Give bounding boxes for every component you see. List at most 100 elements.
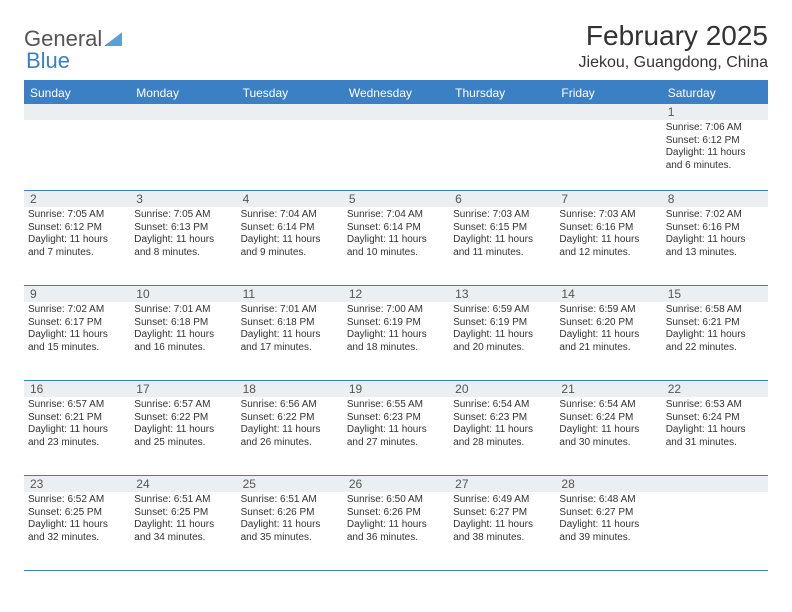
week-row: Sunrise: 7:02 AMSunset: 6:17 PMDaylight:… (24, 302, 768, 381)
day-cell: Sunrise: 7:01 AMSunset: 6:18 PMDaylight:… (237, 302, 343, 380)
month-title: February 2025 (579, 20, 768, 52)
day-sr: Sunrise: 7:05 AM (28, 209, 126, 222)
day-cell: Sunrise: 7:06 AMSunset: 6:12 PMDaylight:… (662, 120, 768, 190)
day-ss: Sunset: 6:25 PM (28, 507, 126, 520)
day-cell: Sunrise: 7:01 AMSunset: 6:18 PMDaylight:… (130, 302, 236, 380)
day-ss: Sunset: 6:23 PM (453, 412, 551, 425)
day-ss: Sunset: 6:13 PM (134, 222, 232, 235)
dayname-wed: Wednesday (343, 82, 449, 104)
day-dl1: Daylight: 11 hours (28, 424, 126, 437)
week-row: Sunrise: 7:06 AMSunset: 6:12 PMDaylight:… (24, 120, 768, 191)
day-ss: Sunset: 6:19 PM (347, 317, 445, 330)
day-sr: Sunrise: 6:57 AM (28, 399, 126, 412)
day-dl1: Daylight: 11 hours (347, 519, 445, 532)
day-ss: Sunset: 6:18 PM (134, 317, 232, 330)
day-cell (449, 120, 555, 190)
day-ss: Sunset: 6:21 PM (666, 317, 764, 330)
day-number: 24 (130, 476, 236, 492)
day-cell: Sunrise: 7:05 AMSunset: 6:12 PMDaylight:… (24, 207, 130, 285)
day-number: 4 (237, 191, 343, 207)
day-sr: Sunrise: 6:48 AM (559, 494, 657, 507)
day-dl1: Daylight: 11 hours (28, 234, 126, 247)
calendar-page: General February 2025 Jiekou, Guangdong,… (0, 0, 792, 591)
day-ss: Sunset: 6:14 PM (347, 222, 445, 235)
day-cell: Sunrise: 7:00 AMSunset: 6:19 PMDaylight:… (343, 302, 449, 380)
day-dl1: Daylight: 11 hours (453, 234, 551, 247)
weeks-container: 1Sunrise: 7:06 AMSunset: 6:12 PMDaylight… (24, 104, 768, 571)
week-row: Sunrise: 6:57 AMSunset: 6:21 PMDaylight:… (24, 397, 768, 476)
day-ss: Sunset: 6:26 PM (241, 507, 339, 520)
day-names-row: Sunday Monday Tuesday Wednesday Thursday… (24, 82, 768, 104)
day-number (24, 104, 130, 120)
daynum-row: 16171819202122 (24, 381, 768, 397)
day-dl1: Daylight: 11 hours (134, 424, 232, 437)
day-number: 10 (130, 286, 236, 302)
day-number (449, 104, 555, 120)
day-ss: Sunset: 6:21 PM (28, 412, 126, 425)
day-dl2: and 23 minutes. (28, 437, 126, 450)
day-sr: Sunrise: 6:57 AM (134, 399, 232, 412)
day-cell: Sunrise: 6:57 AMSunset: 6:21 PMDaylight:… (24, 397, 130, 475)
day-cell: Sunrise: 6:55 AMSunset: 6:23 PMDaylight:… (343, 397, 449, 475)
day-cell (662, 492, 768, 570)
day-cell: Sunrise: 7:04 AMSunset: 6:14 PMDaylight:… (343, 207, 449, 285)
day-dl2: and 38 minutes. (453, 532, 551, 545)
day-number: 1 (662, 104, 768, 120)
day-cell: Sunrise: 6:54 AMSunset: 6:23 PMDaylight:… (449, 397, 555, 475)
day-dl2: and 35 minutes. (241, 532, 339, 545)
day-ss: Sunset: 6:17 PM (28, 317, 126, 330)
dayname-thu: Thursday (449, 82, 555, 104)
day-dl2: and 22 minutes. (666, 342, 764, 355)
day-number (130, 104, 236, 120)
day-sr: Sunrise: 7:02 AM (666, 209, 764, 222)
day-ss: Sunset: 6:19 PM (453, 317, 551, 330)
day-number: 19 (343, 381, 449, 397)
day-cell: Sunrise: 6:54 AMSunset: 6:24 PMDaylight:… (555, 397, 661, 475)
day-dl2: and 7 minutes. (28, 247, 126, 260)
day-dl1: Daylight: 11 hours (559, 234, 657, 247)
day-dl1: Daylight: 11 hours (347, 329, 445, 342)
day-dl1: Daylight: 11 hours (666, 424, 764, 437)
day-dl2: and 28 minutes. (453, 437, 551, 450)
day-ss: Sunset: 6:23 PM (347, 412, 445, 425)
day-dl2: and 9 minutes. (241, 247, 339, 260)
day-dl1: Daylight: 11 hours (559, 424, 657, 437)
day-dl1: Daylight: 11 hours (241, 424, 339, 437)
day-cell (237, 120, 343, 190)
day-cell: Sunrise: 6:58 AMSunset: 6:21 PMDaylight:… (662, 302, 768, 380)
day-dl2: and 25 minutes. (134, 437, 232, 450)
location-text: Jiekou, Guangdong, China (579, 54, 768, 72)
day-sr: Sunrise: 7:01 AM (134, 304, 232, 317)
day-sr: Sunrise: 7:05 AM (134, 209, 232, 222)
day-dl1: Daylight: 11 hours (559, 519, 657, 532)
day-number: 12 (343, 286, 449, 302)
day-cell (24, 120, 130, 190)
day-number (555, 104, 661, 120)
day-dl1: Daylight: 11 hours (134, 519, 232, 532)
day-sr: Sunrise: 6:53 AM (666, 399, 764, 412)
day-dl2: and 31 minutes. (666, 437, 764, 450)
day-cell: Sunrise: 7:02 AMSunset: 6:16 PMDaylight:… (662, 207, 768, 285)
day-ss: Sunset: 6:25 PM (134, 507, 232, 520)
day-sr: Sunrise: 6:56 AM (241, 399, 339, 412)
day-dl2: and 11 minutes. (453, 247, 551, 260)
day-cell: Sunrise: 7:04 AMSunset: 6:14 PMDaylight:… (237, 207, 343, 285)
day-sr: Sunrise: 7:03 AM (559, 209, 657, 222)
day-number: 27 (449, 476, 555, 492)
day-number: 28 (555, 476, 661, 492)
day-number: 13 (449, 286, 555, 302)
day-sr: Sunrise: 7:00 AM (347, 304, 445, 317)
day-ss: Sunset: 6:12 PM (666, 135, 764, 148)
dayname-tue: Tuesday (237, 82, 343, 104)
daynum-row: 232425262728 (24, 476, 768, 492)
day-dl2: and 13 minutes. (666, 247, 764, 260)
day-dl2: and 26 minutes. (241, 437, 339, 450)
day-cell: Sunrise: 6:50 AMSunset: 6:26 PMDaylight:… (343, 492, 449, 570)
day-dl2: and 18 minutes. (347, 342, 445, 355)
day-sr: Sunrise: 6:51 AM (134, 494, 232, 507)
day-number: 3 (130, 191, 236, 207)
day-dl2: and 36 minutes. (347, 532, 445, 545)
day-dl1: Daylight: 11 hours (28, 329, 126, 342)
day-ss: Sunset: 6:15 PM (453, 222, 551, 235)
day-cell: Sunrise: 7:05 AMSunset: 6:13 PMDaylight:… (130, 207, 236, 285)
